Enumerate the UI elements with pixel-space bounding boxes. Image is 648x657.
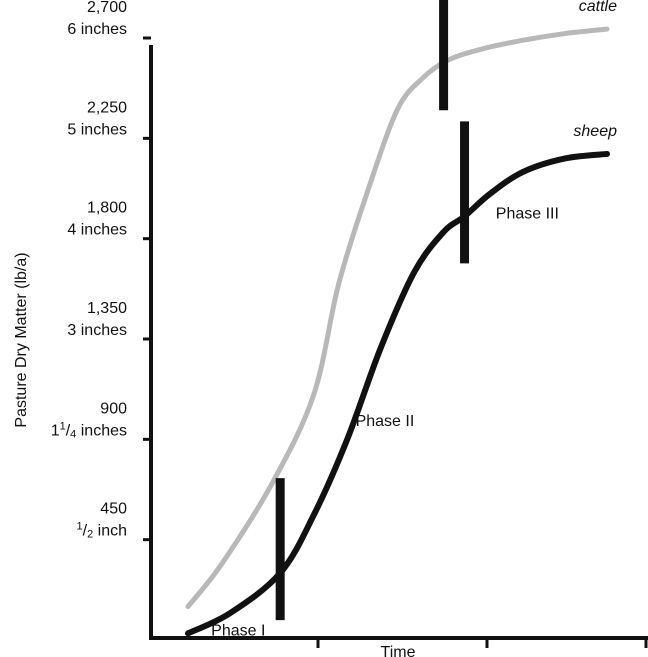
y-tick-sublabel: 11/4 inches: [51, 420, 127, 440]
y-tick-label: 450: [100, 501, 127, 518]
series-label-cattle: cattle: [579, 0, 617, 15]
series-line-sheep: [185, 150, 610, 637]
x-axis-ticks: [316, 638, 648, 648]
series-label-sheep: sheep: [573, 123, 617, 140]
y-tick-sublabel: 4 inches: [67, 222, 127, 239]
y-tick-sublabel: 6 inches: [67, 21, 127, 38]
series-labels: cattle sheep: [573, 0, 617, 140]
y-axis-title: Pasture Dry Matter (lb/a): [13, 252, 30, 427]
y-tick-label: 900: [100, 400, 127, 417]
phase-markers: [275, 0, 470, 621]
phase-label: Phase I: [211, 623, 265, 640]
y-tick-sublabel: 1/2 inch: [77, 521, 128, 541]
y-axis-ticks: 450 1/2 inch 900 11/4 inches 1,350 3 inches 1,…: [51, 0, 151, 542]
y-tick-label: 2,700: [87, 0, 127, 16]
phase-label: Phase II: [356, 413, 415, 430]
y-tick-label: 1,350: [87, 300, 127, 317]
x-axis-title: Time: [381, 644, 416, 657]
phase-label: Phase III: [496, 206, 559, 223]
annotations: Phase I Phase II Phase III: [211, 206, 559, 640]
y-tick-sublabel: 5 inches: [67, 121, 127, 138]
y-tick-label: 2,250: [87, 99, 127, 116]
series-line-cattle: [185, 26, 610, 610]
series-lines: [185, 26, 610, 637]
y-tick-label: 1,800: [87, 200, 127, 217]
y-tick-sublabel: 3 inches: [67, 322, 127, 339]
